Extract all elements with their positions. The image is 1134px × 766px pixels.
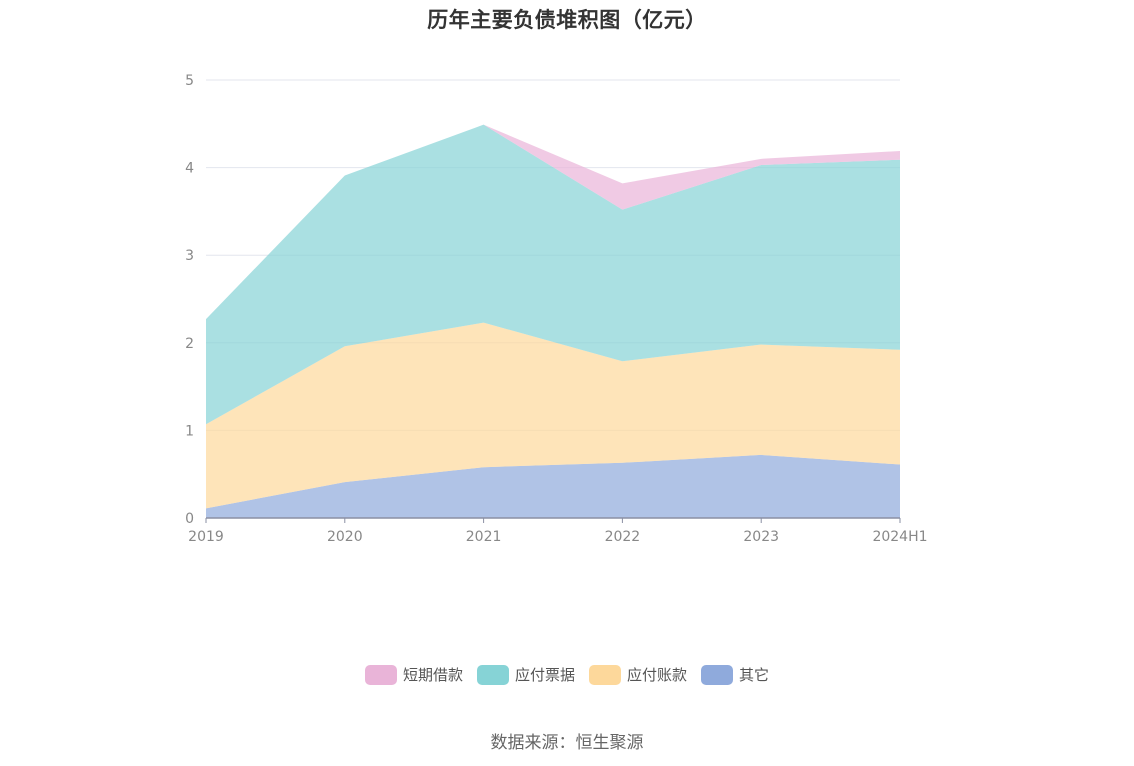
legend-swatch <box>589 664 621 685</box>
source-note: 数据来源：恒生聚源 <box>490 733 644 753</box>
legend-swatch <box>476 664 509 685</box>
legend-label: 应付账款 <box>627 666 688 684</box>
x-tick-label-2019: 2019 <box>188 529 224 545</box>
y-tick-label-1: 1 <box>185 423 194 439</box>
x-tick-label-2020: 2020 <box>327 529 363 545</box>
legend-swatch <box>701 664 734 685</box>
y-tick-label-4: 4 <box>185 161 194 177</box>
axes: 0 1 2 3 4 5 2019 2020 2021 2022 2023 2024H1 <box>185 73 927 545</box>
legend-item-1[interactable]: 应付账款 <box>589 664 687 685</box>
legend: 短期借款 应付票据 应付账款 其它 <box>0 664 1134 685</box>
area-series-2 <box>206 124 900 425</box>
area-series-1 <box>206 322 900 509</box>
legend-item-3[interactable]: 短期借款 <box>364 664 463 685</box>
legend-item-0[interactable]: 其它 <box>701 664 769 685</box>
legend-label: 应付票据 <box>514 666 575 684</box>
area-series <box>206 124 900 518</box>
chart-title: 历年主要负债堆积图（亿元） <box>427 8 707 32</box>
y-tick-label-3: 3 <box>185 248 194 264</box>
y-tick-label-5: 5 <box>185 73 194 89</box>
legend-swatch <box>364 664 397 685</box>
legend-item-2[interactable]: 应付票据 <box>476 664 575 685</box>
legend-label: 短期借款 <box>402 666 463 684</box>
x-tick-label-2024H1: 2024H1 <box>872 529 927 545</box>
y-tick-label-0: 0 <box>185 511 194 527</box>
x-tick-label-2023: 2023 <box>743 529 779 545</box>
x-tick-label-2022: 2022 <box>605 529 641 545</box>
legend-label: 其它 <box>739 666 770 684</box>
y-tick-label-2: 2 <box>185 336 194 352</box>
area-series-3 <box>206 124 900 320</box>
x-tick-label-2021: 2021 <box>466 529 502 545</box>
area-series-0 <box>206 454 900 518</box>
